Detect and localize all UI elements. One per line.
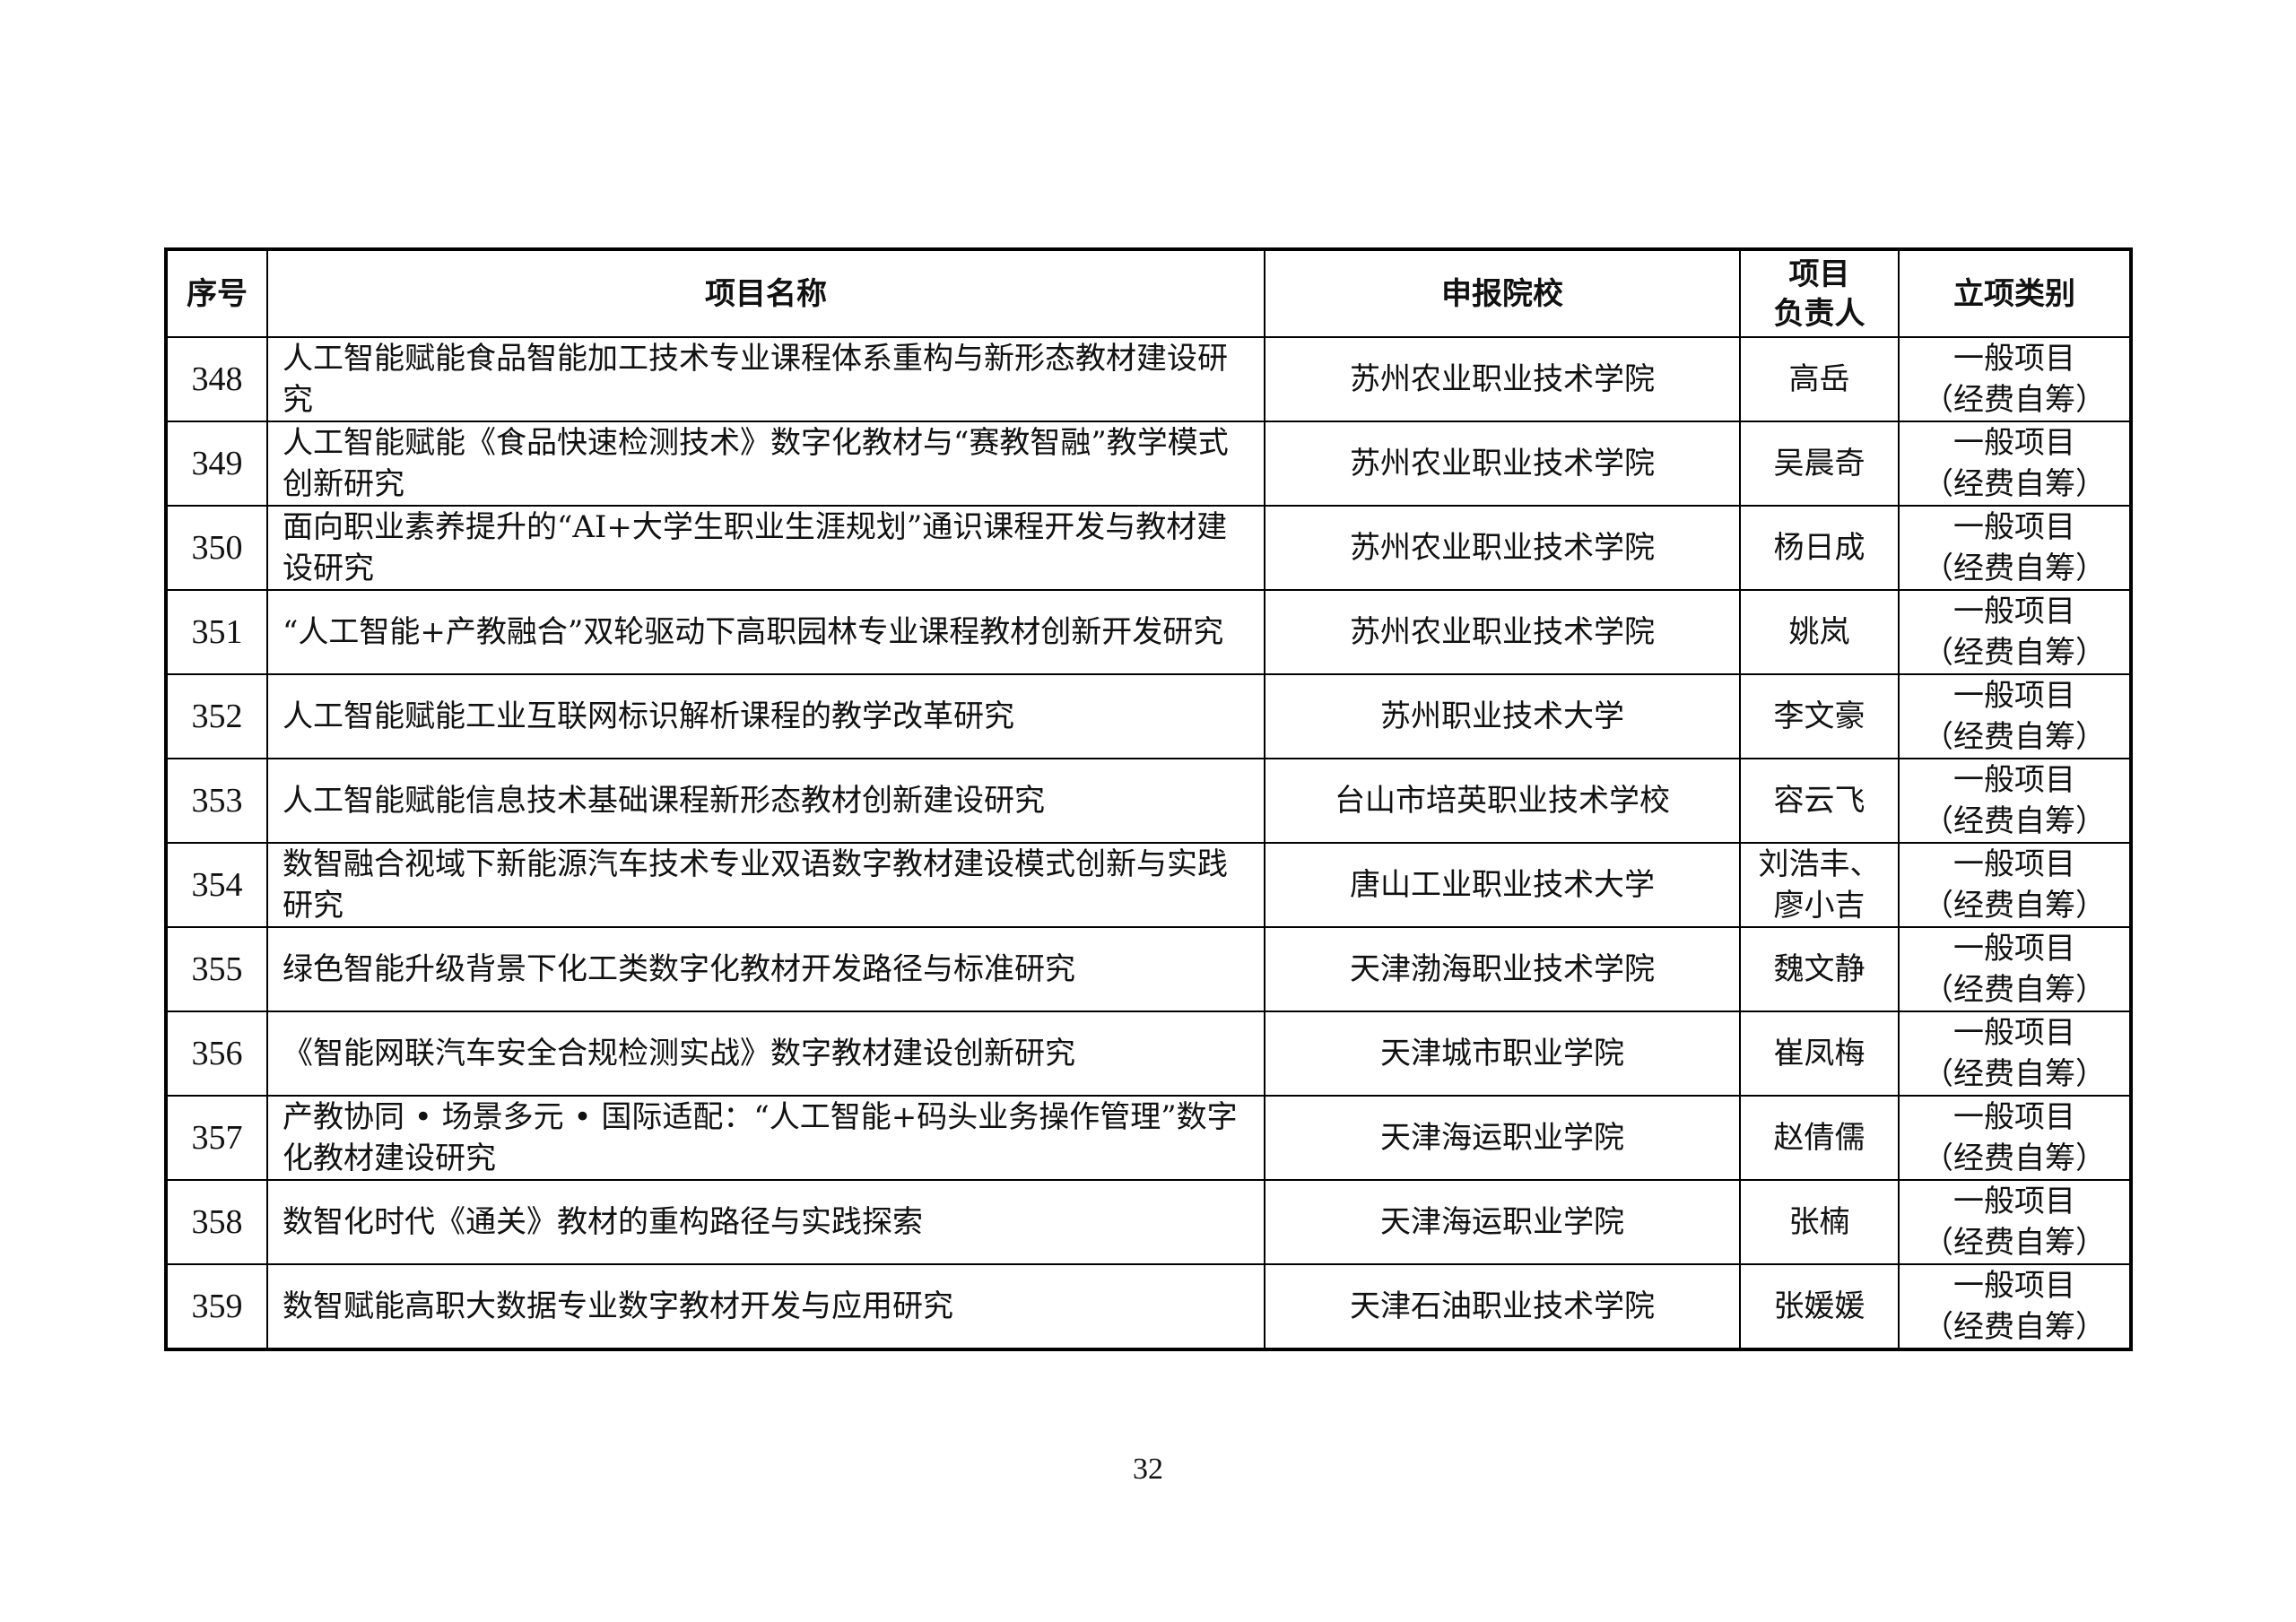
cell-name: 数智融合视域下新能源汽车技术专业双语数字教材建设模式创新与实践研究 <box>266 842 1265 928</box>
cell-category: 一般项目 （经费自筹） <box>1898 842 2132 928</box>
cell-category: 一般项目 （经费自筹） <box>1898 758 2132 844</box>
cell-no: 351 <box>165 589 268 675</box>
cell-school: 苏州农业职业技术学院 <box>1264 336 1741 422</box>
table-row: 354 数智融合视域下新能源汽车技术专业双语数字教材建设模式创新与实践研究 唐山工业… <box>165 842 2132 928</box>
project-table: 序号 项目名称 申报院校 项目 负责人 立项类别 348 人工智能赋能食品智能加工… <box>164 247 2133 1351</box>
cell-name: “人工智能+产教融合”双轮驱动下高职园林专业课程教材创新开发研究 <box>266 589 1265 675</box>
table-row: 349 人工智能赋能《食品快速检测技术》数字化教材与“赛教智融”教学模式创新研究苏… <box>165 421 2132 507</box>
table-row: 352 人工智能赋能工业互联网标识解析课程的教学改革研究 苏州职业技术大学 李文豪 一般… <box>165 673 2132 759</box>
cell-no: 355 <box>165 926 268 1012</box>
table-row: 353 人工智能赋能信息技术基础课程新形态教材创新建设研究 台山市培英职业技术学校容… <box>165 758 2132 844</box>
cell-no: 354 <box>165 842 268 928</box>
cell-no: 348 <box>165 336 268 422</box>
cell-school: 苏州农业职业技术学院 <box>1264 421 1741 507</box>
cell-school: 苏州职业技术大学 <box>1264 673 1741 759</box>
cell-leader: 高岳 <box>1739 336 1900 422</box>
table-row: 358 数智化时代《通关》教材的重构路径与实践探索 天津海运职业学院 张楠 一般项目 （… <box>165 1179 2132 1265</box>
cell-name: 面向职业素养提升的“AI+大学生职业生涯规划”通识课程开发与教材建设研究 <box>266 505 1265 591</box>
cell-name: 《智能网联汽车安全合规检测实战》数字教材建设创新研究 <box>266 1010 1265 1097</box>
cell-school: 苏州农业职业技术学院 <box>1264 589 1741 675</box>
cell-no: 357 <box>165 1095 268 1181</box>
cell-category: 一般项目 （经费自筹） <box>1898 1010 2132 1097</box>
cell-category: 一般项目 （经费自筹） <box>1898 1095 2132 1181</box>
cell-no: 358 <box>165 1179 268 1265</box>
cell-leader: 杨日成 <box>1739 505 1900 591</box>
cell-category: 一般项目 （经费自筹） <box>1898 1179 2132 1265</box>
cell-no: 353 <box>165 758 268 844</box>
header-name: 项目名称 <box>266 248 1265 338</box>
cell-category: 一般项目 （经费自筹） <box>1898 1263 2132 1350</box>
cell-category: 一般项目 （经费自筹） <box>1898 926 2132 1012</box>
header-category: 立项类别 <box>1898 248 2132 338</box>
cell-name: 数智赋能高职大数据专业数字教材开发与应用研究 <box>266 1263 1265 1350</box>
header-no: 序号 <box>165 248 268 338</box>
cell-leader: 张媛媛 <box>1739 1263 1900 1350</box>
cell-school: 天津海运职业学院 <box>1264 1179 1741 1265</box>
cell-leader: 赵倩儒 <box>1739 1095 1900 1181</box>
cell-no: 350 <box>165 505 268 591</box>
page-number: 32 <box>1133 1453 1163 1486</box>
cell-name: 人工智能赋能食品智能加工技术专业课程体系重构与新形态教材建设研究 <box>266 336 1265 422</box>
cell-name: 人工智能赋能工业互联网标识解析课程的教学改革研究 <box>266 673 1265 759</box>
cell-category: 一般项目 （经费自筹） <box>1898 336 2132 422</box>
table-row: 356 《智能网联汽车安全合规检测实战》数字教材建设创新研究 天津城市职业学院 崔凤梅… <box>165 1010 2132 1097</box>
cell-no: 359 <box>165 1263 268 1350</box>
cell-school: 台山市培英职业技术学校 <box>1264 758 1741 844</box>
cell-name: 绿色智能升级背景下化工类数字化教材开发路径与标准研究 <box>266 926 1265 1012</box>
cell-leader: 李文豪 <box>1739 673 1900 759</box>
cell-name: 人工智能赋能信息技术基础课程新形态教材创新建设研究 <box>266 758 1265 844</box>
cell-leader: 姚岚 <box>1739 589 1900 675</box>
cell-leader: 刘浩丰、 廖小吉 <box>1739 842 1900 928</box>
table-row: 348 人工智能赋能食品智能加工技术专业课程体系重构与新形态教材建设研究 苏州农业职… <box>165 336 2132 422</box>
cell-no: 349 <box>165 421 268 507</box>
cell-name: 人工智能赋能《食品快速检测技术》数字化教材与“赛教智融”教学模式创新研究 <box>266 421 1265 507</box>
cell-leader: 张楠 <box>1739 1179 1900 1265</box>
cell-leader: 魏文静 <box>1739 926 1900 1012</box>
table-header-row: 序号 项目名称 申报院校 项目 负责人 立项类别 <box>165 248 2132 338</box>
cell-category: 一般项目 （经费自筹） <box>1898 421 2132 507</box>
cell-no: 356 <box>165 1010 268 1097</box>
cell-leader: 吴晨奇 <box>1739 421 1900 507</box>
table-row: 351 “人工智能+产教融合”双轮驱动下高职园林专业课程教材创新开发研究 苏州农业职… <box>165 589 2132 675</box>
cell-school: 唐山工业职业技术大学 <box>1264 842 1741 928</box>
cell-no: 352 <box>165 673 268 759</box>
table-row: 357 产教协同 • 场景多元 • 国际适配：“人工智能+码头业务操作管理”数字化… <box>165 1095 2132 1181</box>
cell-category: 一般项目 （经费自筹） <box>1898 589 2132 675</box>
table-row: 359 数智赋能高职大数据专业数字教材开发与应用研究 天津石油职业技术学院 张媛媛 一般… <box>165 1263 2132 1350</box>
cell-school: 天津石油职业技术学院 <box>1264 1263 1741 1350</box>
cell-school: 苏州农业职业技术学院 <box>1264 505 1741 591</box>
cell-category: 一般项目 （经费自筹） <box>1898 505 2132 591</box>
cell-category: 一般项目 （经费自筹） <box>1898 673 2132 759</box>
cell-name: 产教协同 • 场景多元 • 国际适配：“人工智能+码头业务操作管理”数字化教材建… <box>266 1095 1265 1181</box>
cell-school: 天津城市职业学院 <box>1264 1010 1741 1097</box>
table-row: 355 绿色智能升级背景下化工类数字化教材开发路径与标准研究 天津渤海职业技术学院魏… <box>165 926 2132 1012</box>
cell-name: 数智化时代《通关》教材的重构路径与实践探索 <box>266 1179 1265 1265</box>
table-row: 350 面向职业素养提升的“AI+大学生职业生涯规划”通识课程开发与教材建设研究苏… <box>165 505 2132 591</box>
header-school: 申报院校 <box>1264 248 1741 338</box>
cell-leader: 容云飞 <box>1739 758 1900 844</box>
header-leader: 项目 负责人 <box>1739 248 1900 338</box>
cell-school: 天津渤海职业技术学院 <box>1264 926 1741 1012</box>
cell-school: 天津海运职业学院 <box>1264 1095 1741 1181</box>
cell-leader: 崔凤梅 <box>1739 1010 1900 1097</box>
